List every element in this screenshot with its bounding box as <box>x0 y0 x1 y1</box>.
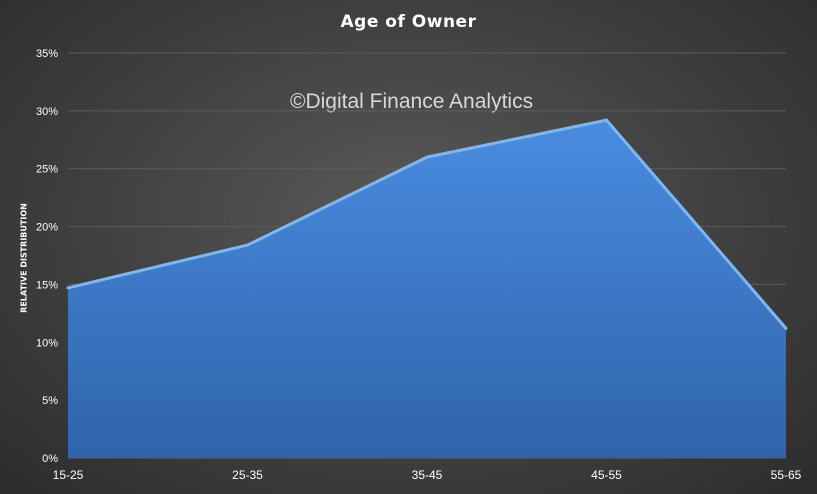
data-point <box>784 326 788 330</box>
data-point <box>66 286 70 290</box>
data-point <box>246 243 249 247</box>
data-point <box>425 155 429 159</box>
x-tick-label: 55-65 <box>771 468 802 482</box>
x-tick-label: 35-45 <box>412 468 443 482</box>
data-point <box>605 118 608 122</box>
y-tick-label: 10% <box>36 337 58 349</box>
y-tick-label: 30% <box>36 106 58 118</box>
x-tick-label: 45-55 <box>591 468 622 482</box>
x-tick-label: 15-25 <box>53 468 84 482</box>
area-series <box>66 118 788 458</box>
watermark-annotation: ©Digital Finance Analytics <box>290 90 534 113</box>
area-fill <box>68 120 786 458</box>
y-tick-label: 0% <box>42 453 58 465</box>
axis-ticks: 0% 5% 10% 15% 20% 25% 30% 35% 15-25 25-35 35-45 45-… <box>36 48 802 482</box>
y-tick-label: 20% <box>36 222 58 234</box>
x-tick-label: 25-35 <box>232 468 263 482</box>
y-tick-label: 5% <box>42 395 58 407</box>
chart-title: Age of Owner <box>340 12 477 32</box>
y-tick-label: 35% <box>36 48 58 60</box>
y-tick-label: 15% <box>36 279 58 291</box>
y-tick-label: 25% <box>36 164 58 176</box>
